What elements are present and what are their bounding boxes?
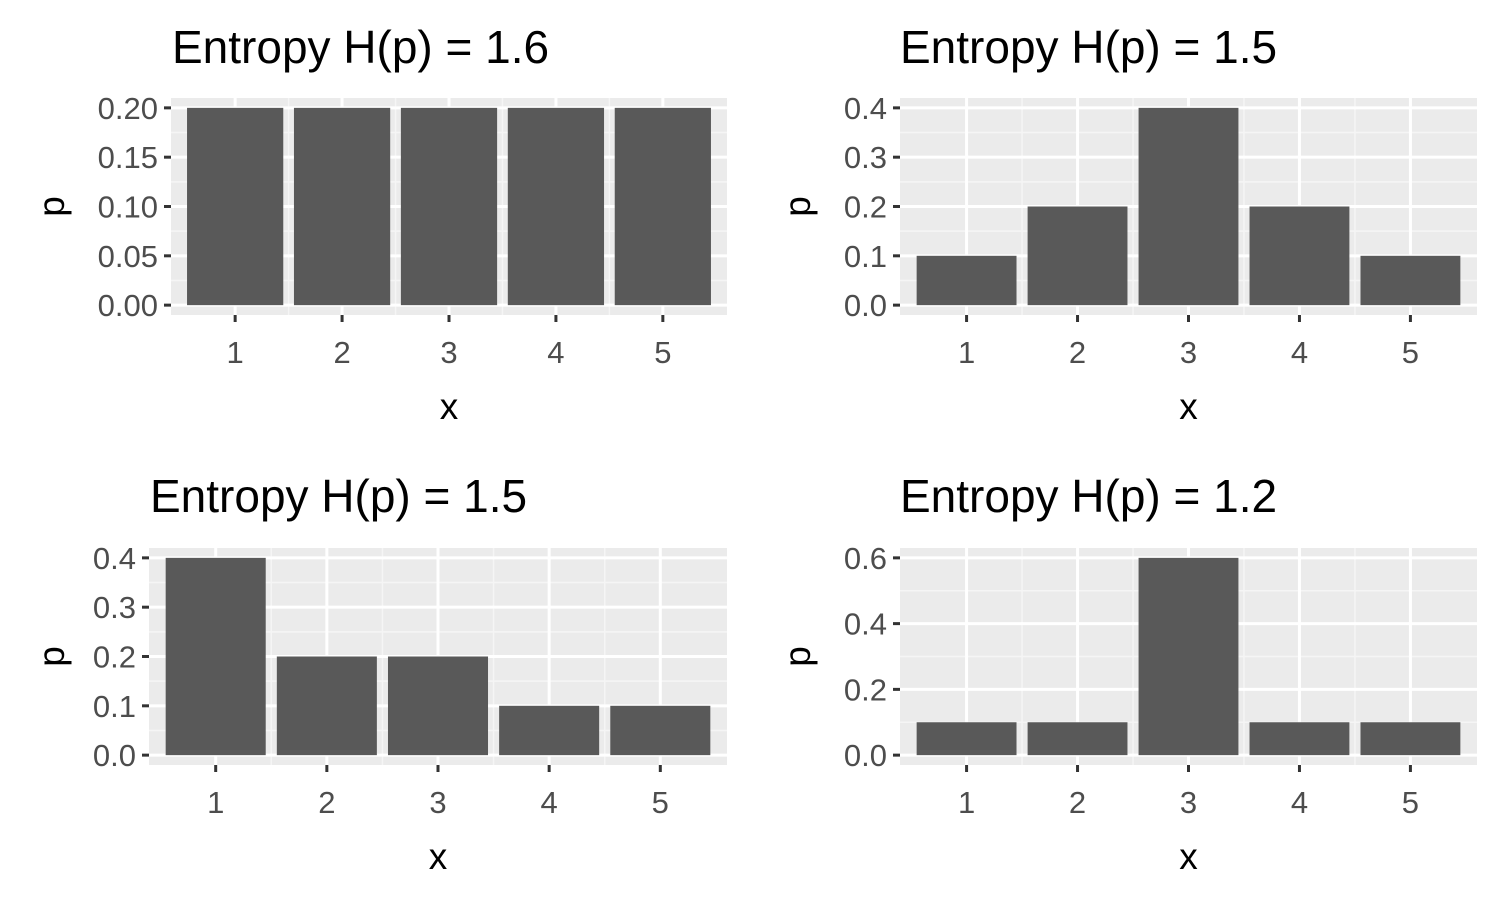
bar-2: [1027, 206, 1128, 306]
x-tick-label: 4: [547, 335, 564, 370]
x-tick-label: 3: [1180, 335, 1197, 370]
y-axis-label: p: [777, 196, 818, 217]
x-axis-label: x: [1179, 836, 1198, 877]
x-axis-label: x: [1179, 386, 1198, 427]
x-tick-label: 1: [207, 785, 224, 820]
x-tick-label: 5: [1402, 785, 1419, 820]
x-tick-label: 2: [1069, 785, 1086, 820]
x-tick-label: 5: [652, 785, 669, 820]
chart-title: Entropy H(p) = 1.5: [150, 470, 527, 522]
y-tick-label: 0.00: [98, 288, 158, 323]
bar-1: [165, 557, 266, 756]
y-tick-label: 0.4: [93, 541, 136, 576]
chart-panel-4: 0.0 0.2 0.4 0.6 1 2 3 4 5 x p Entropy H(p) = 1.2: [777, 470, 1477, 877]
bar-5: [610, 705, 711, 756]
x-tick-label: 2: [318, 785, 335, 820]
x-tick-label: 3: [440, 335, 457, 370]
y-tick-label: 0.1: [844, 239, 887, 274]
bar-1: [187, 107, 284, 306]
chart-title: Entropy H(p) = 1.2: [900, 470, 1277, 522]
y-tick-label: 0.20: [98, 91, 158, 126]
x-tick-label: 1: [958, 335, 975, 370]
y-tick-label: 0.0: [93, 738, 136, 773]
y-tick-label: 0.0: [844, 288, 887, 323]
bar-2: [293, 107, 391, 306]
bar-2: [1027, 722, 1128, 756]
bar-1: [916, 722, 1017, 756]
bar-1: [916, 255, 1017, 306]
x-tick-label: 5: [654, 335, 671, 370]
y-tick-label: 0.6: [844, 541, 887, 576]
y-tick-label: 0.0: [844, 738, 887, 773]
bar-5: [1360, 255, 1461, 306]
bar-3: [1138, 557, 1239, 756]
bar-5: [1360, 722, 1461, 756]
bar-2: [276, 656, 377, 756]
y-tick-label: 0.4: [844, 607, 887, 642]
x-tick-label: 3: [1180, 785, 1197, 820]
chart-title: Entropy H(p) = 1.5: [900, 21, 1277, 73]
y-tick-label: 0.3: [93, 590, 136, 625]
y-tick-label: 0.2: [844, 190, 887, 225]
y-axis-label: p: [31, 196, 72, 217]
x-tick-label: 4: [1291, 335, 1308, 370]
bar-3: [400, 107, 498, 306]
chart-panel-2: 0.0 0.1 0.2 0.3 0.4 1 2 3 4 5 x p Entropy H(p) = 1.5: [777, 21, 1477, 427]
y-tick-label: 0.2: [93, 640, 136, 675]
bar-4: [1249, 722, 1350, 756]
bar-3: [387, 656, 489, 756]
x-tick-label: 2: [333, 335, 350, 370]
y-axis-label: p: [31, 646, 72, 667]
bar-4: [507, 107, 605, 306]
x-tick-label: 4: [541, 785, 558, 820]
x-tick-label: 5: [1402, 335, 1419, 370]
x-tick-label: 1: [958, 785, 975, 820]
x-axis-label: x: [429, 836, 448, 877]
y-tick-label: 0.3: [844, 140, 887, 175]
x-tick-label: 2: [1069, 335, 1086, 370]
chart-title: Entropy H(p) = 1.6: [172, 21, 549, 73]
chart-panel-1: 0.00 0.05 0.10 0.15 0.20 1 2 3 4 5 x p Entropy H(p) …: [31, 21, 727, 427]
y-axis-label: p: [777, 646, 818, 667]
chart-panel-3: 0.0 0.1 0.2 0.3 0.4 1 2 3 4 5 x p Entropy H(p) = 1.5: [31, 470, 727, 877]
y-tick-label: 0.4: [844, 91, 887, 126]
x-axis-label: x: [440, 386, 459, 427]
bar-4: [1249, 206, 1350, 306]
x-tick-label: 3: [429, 785, 446, 820]
x-tick-label: 4: [1291, 785, 1308, 820]
x-tick-label: 1: [227, 335, 244, 370]
bar-5: [614, 107, 711, 306]
y-tick-label: 0.2: [844, 672, 887, 707]
y-tick-label: 0.15: [98, 140, 158, 175]
y-tick-label: 0.05: [98, 239, 158, 274]
y-tick-label: 0.1: [93, 689, 136, 724]
y-tick-label: 0.10: [98, 190, 158, 225]
bar-4: [499, 705, 600, 756]
bar-3: [1138, 107, 1239, 306]
